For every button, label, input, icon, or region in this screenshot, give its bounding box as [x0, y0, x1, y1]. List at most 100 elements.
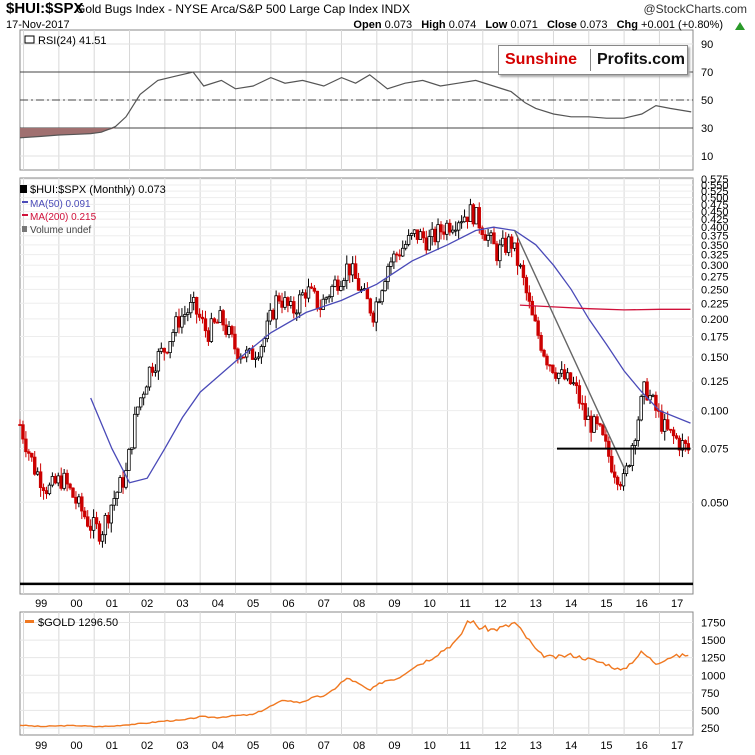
- candle-body: [418, 231, 423, 240]
- candle-body: [194, 296, 199, 315]
- open-value: 0.073: [384, 19, 413, 31]
- x-tick-label: 07: [318, 598, 330, 610]
- candle-body: [654, 394, 658, 411]
- gold-tick-label: 1500: [701, 635, 725, 647]
- legend-ma200: MA(200) 0.215: [30, 212, 97, 223]
- candle-body: [86, 516, 90, 527]
- x-tick-label: 16: [636, 598, 648, 610]
- sunshine-profits-logo[interactable]: Sunshine Profits.com: [498, 45, 688, 75]
- price-tick-label: 0.400: [701, 222, 729, 234]
- candle-body: [374, 301, 378, 323]
- x-tick-label: 02: [141, 598, 153, 610]
- candle-body: [162, 347, 166, 353]
- candle-body: [345, 263, 349, 281]
- candle-body: [604, 434, 608, 442]
- candle-body: [456, 222, 461, 231]
- candle-body: [554, 372, 558, 379]
- candle-body: [312, 287, 317, 292]
- price-tick-label: 0.525: [701, 186, 729, 198]
- x-tick-label: 10: [424, 598, 436, 610]
- candle-body: [386, 265, 390, 282]
- candle-body: [56, 475, 60, 484]
- candle-body: [356, 278, 361, 291]
- candle-body: [451, 229, 455, 233]
- candle-body: [221, 310, 225, 326]
- x-tick-label: 11: [459, 598, 470, 610]
- rsi-tick-label: 50: [701, 95, 713, 107]
- candle-body: [88, 525, 93, 531]
- x-tick-label-gold: 12: [494, 740, 506, 752]
- candle-body: [515, 242, 520, 266]
- candle-body: [427, 236, 431, 251]
- candle-body: [439, 224, 443, 233]
- candle-body: [601, 424, 605, 436]
- price-tick-label: 0.550: [701, 180, 729, 192]
- candle-body: [580, 402, 585, 405]
- rsi-tick-label: 70: [701, 67, 713, 79]
- gold-tick-label: 1250: [701, 653, 725, 665]
- candle-body: [468, 204, 473, 222]
- candle-body: [121, 477, 125, 488]
- gold-tick-label: 500: [701, 705, 719, 717]
- candle-body: [480, 227, 484, 236]
- low-label: Low: [485, 19, 508, 31]
- candle-body: [442, 231, 446, 235]
- candle-body: [536, 320, 540, 336]
- candle-body: [350, 263, 355, 276]
- candle-body: [283, 297, 287, 308]
- brand-part-2: Profits.com: [597, 51, 686, 68]
- candle-body: [630, 445, 635, 466]
- price-tick-label: 0.500: [701, 193, 729, 205]
- candle-body: [38, 471, 43, 488]
- candle-body: [224, 324, 228, 335]
- candle-body: [27, 451, 31, 454]
- candle-body: [339, 286, 343, 291]
- candle-body: [324, 297, 328, 300]
- candle-body: [680, 440, 685, 451]
- x-tick-label: 06: [282, 598, 294, 610]
- date-label: 17-Nov-2017: [6, 19, 70, 31]
- candle-body: [415, 229, 420, 240]
- x-tick-label: 03: [176, 598, 188, 610]
- candle-body: [583, 403, 587, 420]
- candle-body: [557, 372, 561, 379]
- candle-body: [436, 224, 440, 243]
- price-tick-label: 0.275: [701, 272, 729, 284]
- candle-body: [412, 229, 417, 234]
- candle-body: [524, 277, 529, 294]
- candle-body: [100, 534, 105, 542]
- candle-body: [109, 504, 113, 524]
- candle-body: [197, 313, 202, 318]
- candle-body: [507, 236, 511, 253]
- candle-body: [592, 416, 596, 433]
- candle-body: [663, 419, 667, 432]
- candle-body: [615, 476, 620, 485]
- candle-body: [292, 301, 296, 314]
- price-frame: [19, 177, 694, 595]
- price-tick-label: 0.125: [701, 376, 729, 388]
- candle-body: [321, 298, 325, 310]
- x-tick-label-gold: 15: [600, 740, 612, 752]
- gold-tick-label: 1000: [701, 670, 725, 682]
- legend-volume-swatch: [22, 226, 27, 232]
- price-tick-label: 0.425: [701, 214, 729, 226]
- candle-body: [651, 394, 655, 397]
- candle-body: [53, 476, 58, 484]
- candle-body: [215, 321, 219, 324]
- candle-body: [118, 477, 122, 493]
- candle-body: [203, 318, 208, 332]
- candle-body: [462, 216, 467, 223]
- candle-body: [47, 484, 52, 495]
- candle-body: [256, 356, 261, 359]
- gold-panel: [19, 619, 689, 728]
- candle-body: [112, 498, 116, 506]
- chg-label: Chg: [616, 19, 638, 31]
- panel-frames: [19, 29, 694, 736]
- high-label: High: [421, 19, 446, 31]
- price-tick-label: 0.100: [701, 406, 729, 418]
- candle-body: [465, 216, 470, 222]
- candle-body: [306, 286, 311, 299]
- candle-body: [392, 253, 396, 263]
- site-credit[interactable]: @StockCharts.com: [643, 2, 747, 16]
- candle-body: [618, 484, 623, 487]
